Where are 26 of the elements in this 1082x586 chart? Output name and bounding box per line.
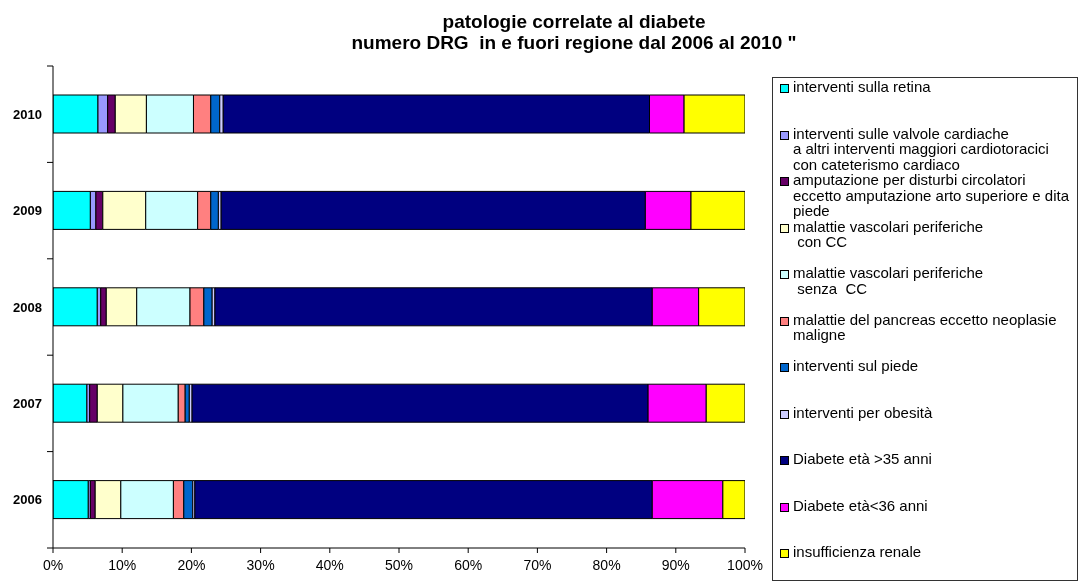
y-tick-label: 2008 [13, 299, 42, 315]
x-tick-label: 10% [108, 556, 137, 573]
x-tick-label: 20% [177, 556, 206, 573]
chart-subtitle: numero DRG in e fuori regione dal 2006 al 2010 " [350, 32, 798, 53]
x-tick-label: 30% [246, 556, 275, 573]
x-tick-label: 40% [315, 556, 344, 573]
x-tick-label: 60% [454, 556, 483, 573]
legend-label: malattie del pancreas eccetto neoplasie maligne [793, 310, 1057, 343]
x-tick-label: 100% [727, 556, 763, 573]
x-tick-label: 0% [42, 556, 64, 573]
chart-title: patologie correlate al diabete [441, 11, 707, 32]
y-tick-label: 2009 [13, 203, 42, 219]
x-tick-label: 90% [661, 556, 690, 573]
legend-label: Diabete età >35 anni [793, 450, 932, 467]
legend-label: malattie vascolari periferiche senza CC [793, 264, 984, 297]
legend-label: insufficienza renale [793, 543, 922, 560]
legend-label: interventi sul piede [793, 357, 919, 374]
legend-label: interventi sulla retina [793, 78, 931, 95]
x-tick-label: 70% [523, 556, 552, 573]
legend-label: interventi per obesità [793, 403, 933, 421]
legend-label: Diabete età<36 anni [793, 496, 928, 514]
y-tick-label: 2010 [13, 106, 42, 122]
y-tick-label: 2007 [13, 395, 42, 411]
x-tick-label: 50% [384, 556, 414, 573]
x-tick-label: 80% [592, 556, 621, 573]
y-tick-label: 2006 [13, 492, 42, 508]
